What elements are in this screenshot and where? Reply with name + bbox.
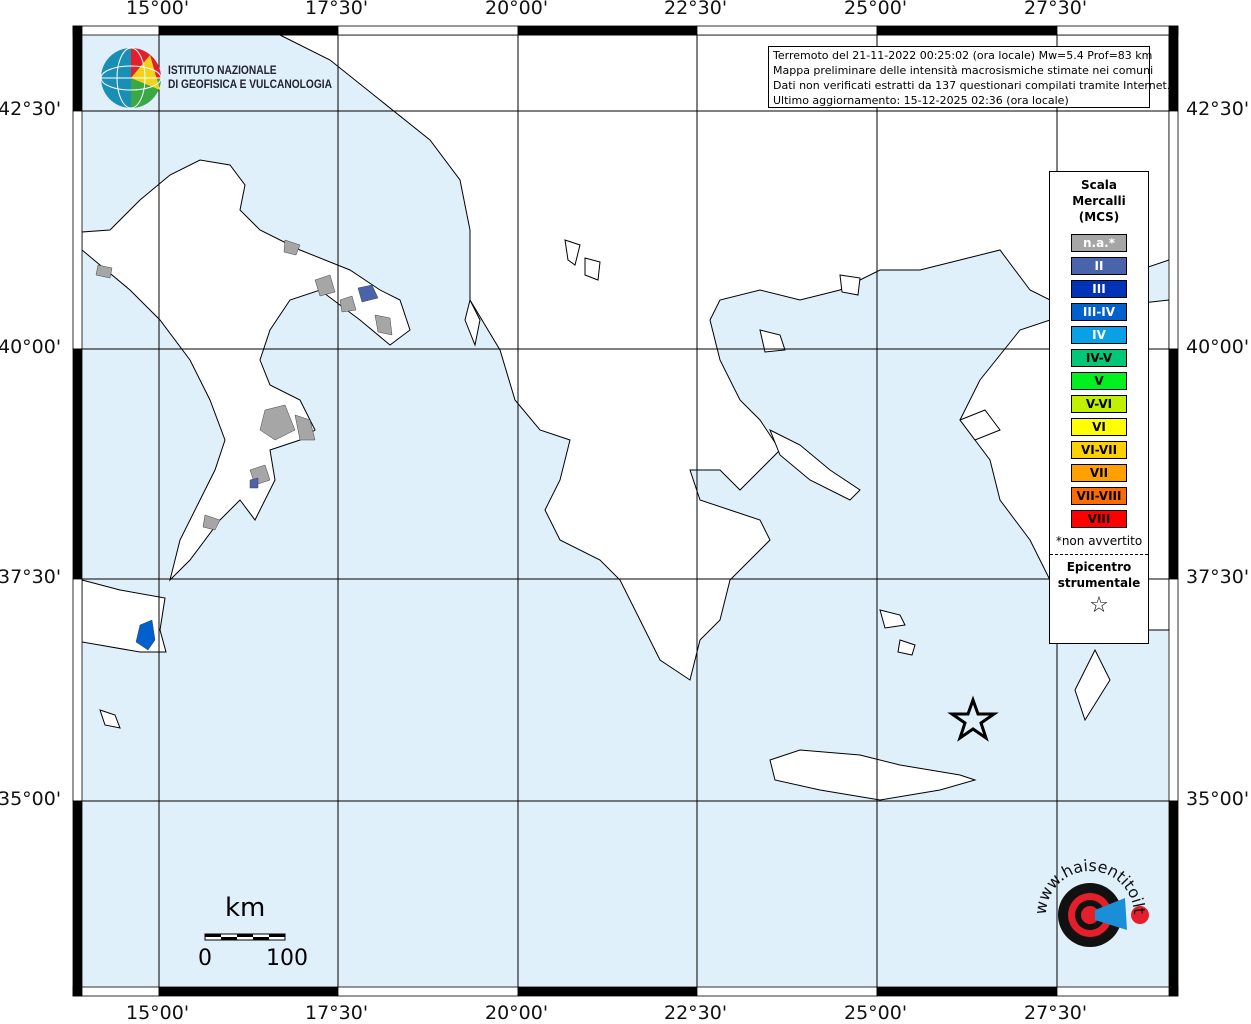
- legend-swatch: n.a.*: [1071, 234, 1127, 252]
- rhodes: [1074, 648, 1111, 722]
- frame-segment: [158, 986, 339, 997]
- legend-epicenter-label: Epicentro: [1066, 560, 1132, 574]
- frame-segment: [517, 986, 698, 997]
- scalebar-max: 100: [266, 946, 308, 971]
- lat-tick-left: 40°00': [0, 336, 62, 358]
- legend-swatch: VIII: [1071, 510, 1127, 528]
- frame-segment: [876, 986, 1058, 997]
- lesbos: [959, 409, 1001, 441]
- lon-tick-top: 22°30': [664, 0, 728, 19]
- frame-segment: [72, 800, 83, 997]
- ingv-line2: DI GEOFISICA E VULCANOLOGIA: [168, 77, 332, 91]
- frame-segment: [337, 986, 519, 997]
- frame-segment: [517, 25, 698, 36]
- frame-segment: [72, 25, 83, 112]
- legend-swatch: IV: [1071, 326, 1127, 344]
- scalebar-min: 0: [198, 946, 212, 971]
- municipality-patches: [95, 239, 393, 651]
- legend-title: Mercalli: [1072, 194, 1126, 208]
- lon-tick-bottom: 27°30': [1024, 1002, 1088, 1024]
- frame-segment: [1168, 578, 1179, 802]
- lat-tick-right: 40°00': [1186, 336, 1250, 358]
- epicenter-star-icon: [947, 695, 999, 742]
- scalebar-graphic: [204, 933, 286, 941]
- lat-tick-left: 35°00': [0, 788, 62, 810]
- legend-swatch: V: [1071, 372, 1127, 390]
- frame-segment: [72, 348, 83, 580]
- frame-segment: [1168, 25, 1179, 112]
- star-outline-icon: ☆: [1089, 593, 1109, 618]
- info-line4: Ultimo aggiornamento: 15-12-2025 02:36 (…: [773, 94, 1069, 107]
- frame-segment: [1056, 986, 1179, 997]
- legend-title: (MCS): [1078, 210, 1120, 224]
- legend-title: Scala: [1080, 178, 1118, 192]
- lon-tick-bottom: 20°00': [485, 1002, 549, 1024]
- lon-tick-bottom: 15°00': [126, 1002, 190, 1024]
- frame-segment: [72, 25, 160, 36]
- lon-tick-bottom: 17°30': [305, 1002, 369, 1024]
- island: [897, 639, 916, 656]
- frame-segment: [696, 25, 878, 36]
- mcs-legend: Scala Mercalli (MCS) n.a.* II III III-IV IV IV-…: [1049, 171, 1149, 644]
- island: [879, 609, 906, 629]
- frame-segment: [72, 578, 83, 802]
- lon-tick-bottom: 22°30': [664, 1002, 728, 1024]
- balkans-greece: [279, 34, 1170, 681]
- legend-separator: [1050, 554, 1148, 555]
- map-frame: [72, 25, 1179, 997]
- info-line2: Mappa preliminare delle intensità macros…: [773, 64, 1154, 77]
- frame-segment: [1168, 110, 1179, 350]
- lon-tick-top: 15°00': [126, 0, 190, 19]
- frame-segment: [158, 25, 339, 36]
- legend-swatch: VI-VII: [1071, 441, 1127, 459]
- lon-tick-top: 17°30': [305, 0, 369, 19]
- frame-segment: [72, 986, 160, 997]
- legend-swatch: III: [1071, 280, 1127, 298]
- legend-swatch: VI: [1071, 418, 1127, 436]
- lat-tick-right: 42°30': [1186, 98, 1250, 120]
- ingv-logo-globe: [100, 47, 162, 109]
- euboea: [769, 428, 861, 501]
- frame-segment: [1168, 800, 1179, 997]
- lat-tick-left: 37°30': [0, 566, 62, 588]
- legend-epicenter-label: strumentale: [1057, 576, 1141, 590]
- lat-tick-left: 42°30': [0, 98, 62, 120]
- frame-segment: [876, 25, 1058, 36]
- lon-tick-top: 25°00': [844, 0, 908, 19]
- info-line1: Terremoto del 21-11-2022 00:25:02 (ora l…: [773, 49, 1153, 62]
- legend-swatch: V-VI: [1071, 395, 1127, 413]
- ingv-logo-text: ISTITUTO NAZIONALE DI GEOFISICA E VULCAN…: [168, 63, 332, 91]
- ingv-line1: ISTITUTO NAZIONALE: [168, 63, 277, 77]
- corfu: [464, 298, 481, 347]
- legend-note: *non avvertito: [1055, 534, 1143, 548]
- island: [584, 257, 601, 281]
- legend-swatch: III-IV: [1071, 303, 1127, 321]
- frame-segment: [696, 986, 878, 997]
- frame-segment: [1056, 25, 1179, 36]
- info-line3: Dati non verificati estratti da 137 ques…: [773, 79, 1171, 92]
- lon-tick-top: 20°00': [485, 0, 549, 19]
- italy: [81, 159, 411, 582]
- island: [564, 239, 581, 266]
- legend-swatch: II: [1071, 257, 1127, 275]
- lat-tick-right: 37°30': [1186, 566, 1250, 588]
- legend-swatch: IV-V: [1071, 349, 1127, 367]
- island: [839, 274, 861, 296]
- frame-segment: [337, 25, 519, 36]
- island: [759, 329, 786, 353]
- lon-tick-top: 27°30': [1024, 0, 1088, 19]
- lon-tick-bottom: 25°00': [844, 1002, 908, 1024]
- legend-swatch: VII-VIII: [1071, 487, 1127, 505]
- scalebar-unit: km: [225, 893, 266, 923]
- lat-tick-right: 35°00': [1186, 788, 1250, 810]
- legend-swatch: VII: [1071, 464, 1127, 482]
- frame-segment: [1168, 348, 1179, 580]
- frame-segment: [72, 110, 83, 350]
- earthquake-info-box: Terremoto del 21-11-2022 00:25:02 (ora l…: [768, 46, 1171, 108]
- crete: [769, 749, 977, 801]
- malta: [99, 709, 121, 729]
